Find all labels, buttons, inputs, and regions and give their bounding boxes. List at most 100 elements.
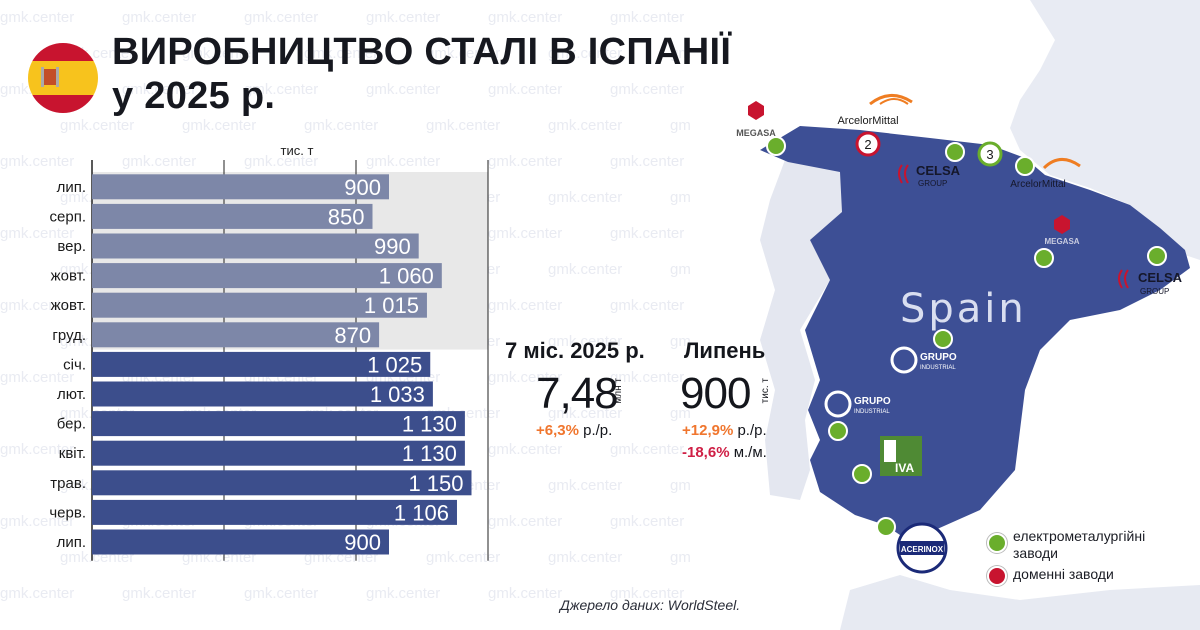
chart-category-label: жовт. [51,297,86,314]
previous-year-highlight [92,172,488,350]
blast-furnace-marker: 2 [855,131,881,157]
eaf-plant-dot [1015,156,1035,176]
celsa-logo-east: CELSA GROUP [1118,269,1183,296]
watermark-text: gmk.center [366,585,440,602]
title-line-1: ВИРОБНИЦТВО СТАЛІ В ІСПАНІЇ [112,31,732,73]
svg-text:ArcelorMittal: ArcelorMittal [1010,179,1066,190]
eaf-plant-dot [828,421,848,441]
chart-category-label: лип. [57,534,86,551]
svg-text:CELSA: CELSA [916,163,961,178]
watermark-text: gmk.center [60,117,134,134]
watermark-text: gmk.center [610,225,684,242]
svg-text:INDUSTRIAL: INDUSTRIAL [854,409,890,415]
grupo-industrial-logo-1: GRUPO INDUSTRIAL [890,346,957,374]
legend-eaf-label: електрометалургійні заводи [1013,528,1146,561]
watermark-text: gmk.center [488,9,562,26]
eaf-plant-dot [876,517,896,537]
watermark-text: gmk.center [548,549,622,566]
eaf-plant-dot [1147,246,1167,266]
month-unit: тис. т [760,378,771,404]
svg-text:3: 3 [986,147,993,162]
chart-value-label: 1 015 [364,293,419,318]
month-change-yoy-value: +12,9% [682,422,734,439]
chart-bar [92,233,419,259]
chart-category-label: вер. [57,238,86,255]
month-change-yoy-suffix: р./р. [733,422,767,439]
chart-value-label: 870 [334,323,371,348]
eaf-plant-dot [945,142,965,162]
month-change-mom-suffix: м./м. [729,444,767,461]
chart-category-label: лют. [57,386,86,403]
arcelormittal-logo-right: ArcelorMittal [1010,158,1081,190]
svg-text:CELSA: CELSA [1138,270,1183,285]
watermark-text: gmk.center [610,153,684,170]
svg-text:GRUPO: GRUPO [854,396,891,407]
watermark-text: gmk.center [610,9,684,26]
chart-category-label: січ. [63,356,86,373]
svg-text:INDUSTRIAL: INDUSTRIAL [920,365,956,371]
ytd-change: +6,3% р./р. [536,422,612,439]
svg-text:GROUP: GROUP [1140,287,1169,296]
eaf-plant-dot [1034,248,1054,268]
watermark-text: gmk.center [548,189,622,206]
ytd-change-value: +6,3% [536,422,579,439]
watermark-text: gmk.center [0,9,74,26]
chart-category-label: квіт. [59,445,86,462]
svg-text:IVA: IVA [895,461,914,475]
chart-category-label: жовт. [51,268,86,285]
chart-category-label: лип. [57,179,86,196]
watermark-text: gmk.center [488,585,562,602]
legend-blast-swatch [987,566,1007,586]
chart-bar [92,470,472,496]
chart-bar [92,203,373,229]
chart-value-label: 1 106 [394,500,449,525]
month-change-mom: -18,6% м./м. [682,444,767,461]
chart-category-label: груд. [52,327,86,344]
legend-eaf-swatch [987,533,1007,553]
eaf-plant-dot [852,464,872,484]
legend-blast-label: доменні заводи [1013,566,1114,582]
spain-land [760,126,1190,535]
spain-map: Spain 2 3 MEGASA ArcelorMittal CELSA GRO… [690,0,1200,630]
blast-furnace-marker: 3 [977,141,1003,167]
chart-value-label: 1 130 [402,441,457,466]
map-country-label: Spain [900,286,1027,332]
chart-value-label: 1 060 [379,264,434,289]
arcelormittal-logo-top: ArcelorMittal [837,94,913,127]
chart-value-label: 850 [328,204,365,229]
chart-value-label: 990 [374,234,411,259]
month-change-yoy: +12,9% р./р. [682,422,767,439]
chart-value-label: 1 033 [370,382,425,407]
watermark-text: gmk.center [610,441,684,458]
grupo-industrial-logo-2: GRUPO INDUSTRIAL [824,390,891,418]
chart-value-label: 900 [344,175,381,200]
svg-text:ArcelorMittal: ArcelorMittal [837,115,898,127]
chart-category-label: трав. [50,475,86,492]
chart-bar [92,381,433,407]
watermark-text: gmk.center [122,585,196,602]
watermark-text: gmk.center [548,117,622,134]
month-change-mom-value: -18,6% [682,444,730,461]
eaf-plant-dot [766,136,786,156]
watermark-text: gmk.center [182,117,256,134]
chart-category-label: серп. [50,208,86,225]
chart-bar [92,351,431,377]
svg-text:ACERINOX: ACERINOX [901,545,944,554]
france-land [1010,0,1200,260]
watermark-text: gmk.center [366,9,440,26]
svg-text:2: 2 [864,137,871,152]
eaf-plants [766,136,1167,537]
chart-category-label: бер. [57,416,86,433]
chart-bar [92,174,389,200]
title-line-2: у 2025 р. [112,75,276,117]
watermark-text: gmk.center [548,477,622,494]
watermark-text: gmk.center [122,9,196,26]
portugal-land [760,160,845,500]
ytd-heading: 7 міс. 2025 р. [505,338,645,363]
africa-land [840,575,1200,630]
chart-value-label: 1 025 [367,352,422,377]
ytd-unit: млн т [613,378,624,404]
chart-category-label: черв. [49,504,86,521]
svg-text:GRUPO: GRUPO [920,352,957,363]
ytd-change-suffix: р./р. [578,422,613,439]
